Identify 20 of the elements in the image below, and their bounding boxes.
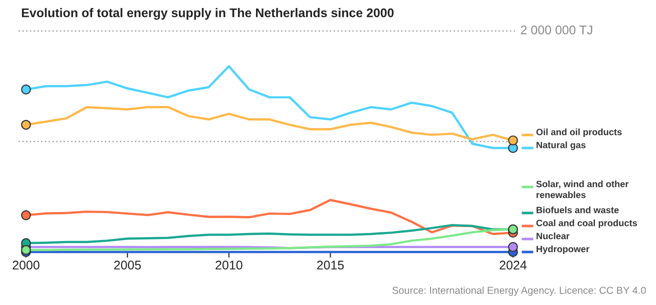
point bbox=[508, 242, 518, 252]
legend-label: Coal and coal products bbox=[536, 220, 637, 228]
legend-label: Hydropower bbox=[536, 246, 590, 254]
x-tick-label: 2000 bbox=[12, 260, 40, 270]
x-tick-label: 2010 bbox=[216, 260, 242, 270]
legend-label: Nuclear bbox=[536, 232, 570, 240]
x-tick-label: 2015 bbox=[317, 260, 344, 270]
legend-label: Oil and oil products bbox=[536, 128, 622, 138]
ref-line-label: 2 000 000 TJ bbox=[520, 26, 592, 34]
x-tick-label: 2005 bbox=[114, 260, 141, 270]
source-note: Source: International Energy Agency. Licence: CC BY 4.0 bbox=[392, 286, 646, 296]
point bbox=[21, 210, 31, 220]
x-tick-label: 2024 bbox=[500, 260, 527, 270]
legend-label: Natural gas bbox=[536, 142, 586, 150]
point bbox=[21, 84, 31, 94]
point bbox=[21, 120, 31, 130]
chart-title: Evolution of total energy supply in The Netherlands since 2000 bbox=[22, 8, 394, 20]
point bbox=[508, 135, 518, 146]
legend-label: Biofuels and waste bbox=[536, 206, 619, 214]
legend-label: Solar, wind and other renewables bbox=[536, 180, 629, 198]
